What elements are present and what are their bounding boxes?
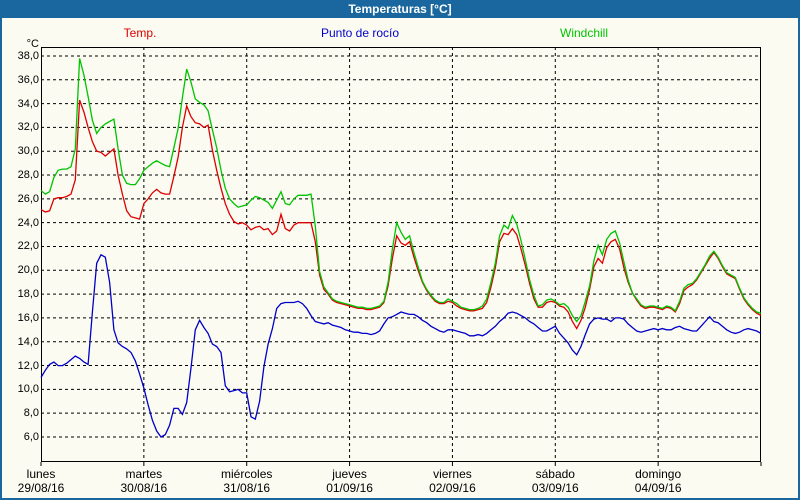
y-axis-label: 12,0 (17, 359, 39, 372)
weekday-label: domingo (635, 467, 682, 481)
y-axis-label: 30,0 (17, 145, 39, 158)
date-label: 04/09/16 (634, 481, 682, 495)
y-axis-label: 36,0 (17, 73, 39, 86)
x-axis-day-label: martes 30/08/16 (89, 468, 199, 495)
legend-item-windchill: Windchill (559, 26, 609, 40)
window-title: Temperaturas [°C] (0, 0, 800, 18)
y-axis-label: 28,0 (17, 169, 39, 182)
x-axis-day-label: lunes 29/08/16 (0, 468, 96, 495)
legend-item-dewpoint: Punto de rocío (320, 26, 400, 40)
y-axis-label: 26,0 (17, 192, 39, 205)
y-axis-label: 16,0 (17, 311, 39, 324)
x-axis-day-label: domingo 04/09/16 (603, 468, 713, 495)
y-axis-label: 14,0 (17, 335, 39, 348)
y-axis-label: 6,0 (23, 430, 39, 443)
y-axis-label: 20,0 (17, 264, 39, 277)
x-axis-day-label: miércoles 31/08/16 (192, 468, 302, 495)
x-axis-day-label: sábado 03/09/16 (500, 468, 610, 495)
y-axis-label: 34,0 (17, 97, 39, 110)
chart-area: Temp. Punto de rocío Windchill °C 38,0 36… (2, 18, 798, 498)
y-axis-label: 22,0 (17, 240, 39, 253)
weekday-label: miércoles (221, 467, 273, 481)
y-axis-label: 32,0 (17, 121, 39, 134)
series-line-windchill (40, 58, 762, 323)
weekday-label: sábado (535, 467, 575, 481)
series-line-temp (40, 99, 762, 330)
y-axis-unit: °C (26, 38, 39, 50)
plot-svg (40, 47, 762, 466)
date-label: 01/09/16 (326, 481, 373, 495)
date-label: 31/08/16 (223, 481, 271, 495)
weekday-label: jueves (332, 467, 367, 481)
weekday-label: viernes (433, 467, 472, 481)
x-axis-day-label: viernes 02/09/16 (397, 468, 507, 495)
date-label: 02/09/16 (429, 481, 476, 495)
series-line-dewpoint (40, 253, 762, 438)
weekday-label: martes (125, 467, 163, 481)
x-axis-day-label: jueves 01/09/16 (295, 468, 405, 495)
legend-item-temp: Temp. (123, 26, 157, 40)
y-axis-label: 18,0 (17, 288, 39, 301)
date-label: 03/09/16 (531, 481, 579, 495)
date-label: 29/08/16 (17, 481, 65, 495)
y-axis-label: 24,0 (17, 216, 39, 229)
y-axis-label: 10,0 (17, 383, 39, 396)
y-axis-label: 8,0 (23, 407, 39, 420)
weekday-label: lunes (26, 467, 56, 481)
date-label: 30/08/16 (120, 481, 168, 495)
plot-border (41, 47, 761, 462)
y-axis-label: 38,0 (17, 50, 39, 62)
